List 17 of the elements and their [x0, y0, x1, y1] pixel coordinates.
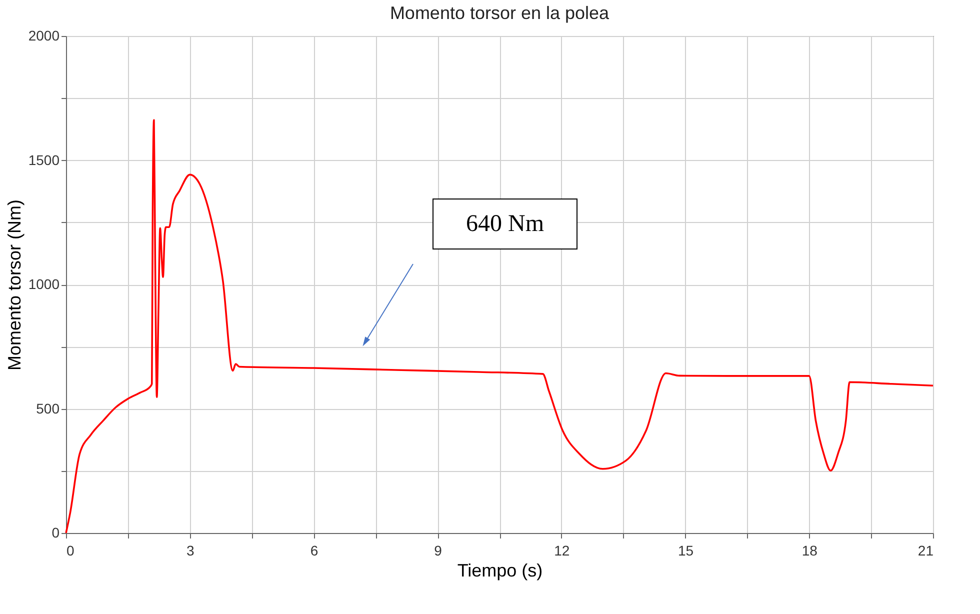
y-tick-label: 2000: [28, 28, 60, 44]
x-tick-label: 18: [802, 542, 818, 558]
x-tick-label: 15: [678, 542, 694, 558]
annotation: 640 Nm: [466, 211, 544, 237]
x-axis-title: Tiempo (s): [457, 560, 543, 580]
x-tick-label: 21: [918, 542, 934, 558]
y-tick-label: 500: [36, 400, 60, 416]
y-tick-label: 1000: [28, 276, 60, 292]
y-tick-label: 1500: [28, 152, 60, 168]
x-tick-label: 9: [434, 542, 442, 558]
x-tick-label: 3: [186, 542, 194, 558]
x-tick-label: 0: [66, 542, 74, 558]
x-tick-label: 12: [554, 542, 570, 558]
y-axis-title: Momento torsor (Nm): [4, 199, 24, 371]
y-tick-label: 0: [52, 524, 60, 540]
x-tick-label: 6: [310, 542, 318, 558]
chart-title: Momento torsor en la polea: [390, 3, 610, 23]
